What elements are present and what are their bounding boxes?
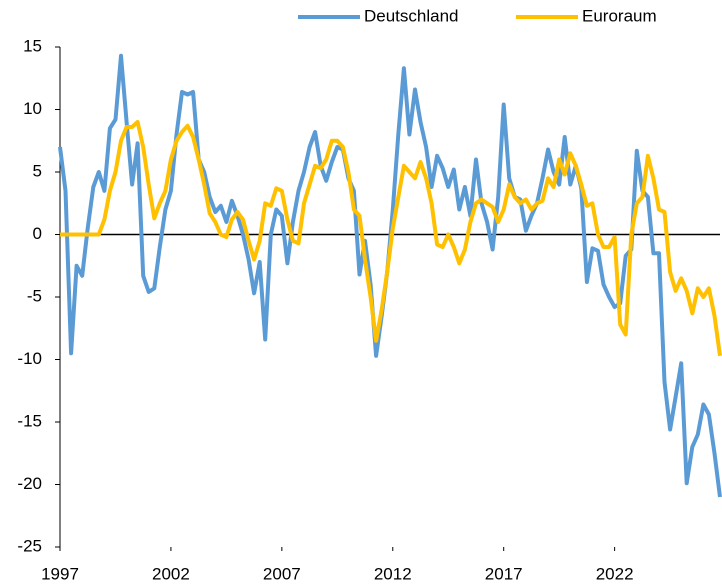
x-tick-label: 2022 <box>596 564 634 583</box>
y-tick-label: -20 <box>17 474 42 493</box>
x-tick-label: 2007 <box>263 564 301 583</box>
y-tick-label: 5 <box>33 161 42 180</box>
line-series <box>58 53 722 498</box>
x-tick-label: 2017 <box>485 564 523 583</box>
x-tick-label: 2002 <box>152 564 190 583</box>
y-tick-label: -10 <box>17 349 42 368</box>
y-tick-label: -25 <box>17 536 42 555</box>
line-series <box>60 120 722 357</box>
y-tick-label: -5 <box>27 286 42 305</box>
legend-label: Deutschland <box>364 6 459 25</box>
y-tick-label: -15 <box>17 411 42 430</box>
x-tick-label: 1997 <box>41 564 79 583</box>
y-tick-label: 0 <box>33 224 42 243</box>
y-tick-label: 10 <box>23 99 42 118</box>
y-tick-label: 15 <box>23 36 42 55</box>
legend-label: Euroraum <box>582 6 657 25</box>
x-tick-label: 2012 <box>374 564 412 583</box>
